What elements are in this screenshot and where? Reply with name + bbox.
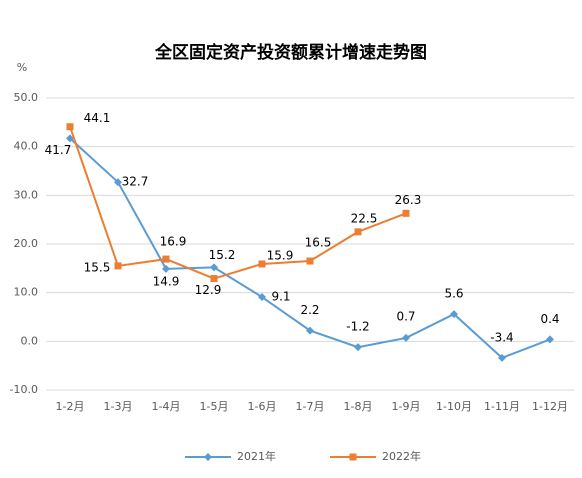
y-tick-label: 30.0 (14, 188, 39, 201)
data-label: 32.7 (122, 175, 149, 189)
marker (114, 262, 122, 270)
data-label: 26.3 (395, 193, 422, 207)
marker (402, 209, 410, 217)
marker (66, 123, 74, 131)
data-label: 5.6 (444, 287, 463, 301)
marker (349, 453, 357, 461)
legend-label: 2021年 (237, 449, 276, 463)
x-tick-label: 1-6月 (248, 400, 277, 413)
y-tick-label: 50.0 (14, 91, 39, 104)
legend-label: 2022年 (382, 449, 421, 463)
data-label: 14.9 (153, 274, 180, 288)
x-tick-label: 1-8月 (344, 400, 373, 413)
marker (546, 335, 554, 344)
marker (162, 255, 170, 263)
data-label: 16.9 (160, 235, 187, 249)
data-label: -3.4 (490, 330, 513, 344)
data-label: 9.1 (271, 290, 290, 304)
marker (210, 263, 218, 272)
data-label: 0.4 (540, 312, 559, 326)
y-tick-label: 40.0 (14, 140, 39, 153)
x-tick-label: 1-12月 (532, 400, 568, 413)
y-tick-label: 0.0 (21, 334, 39, 347)
y-tick-label: 10.0 (14, 286, 39, 299)
x-tick-label: 1-3月 (104, 400, 133, 413)
marker (114, 178, 122, 187)
marker (354, 343, 362, 352)
marker (210, 275, 218, 283)
marker (306, 257, 314, 265)
x-tick-label: 1-4月 (152, 400, 181, 413)
data-label: 0.7 (396, 309, 415, 323)
marker (258, 260, 266, 268)
x-tick-label: 1-2月 (56, 400, 85, 413)
data-label: 2.2 (300, 303, 319, 317)
marker (306, 326, 314, 335)
y-tick-label: -10.0 (10, 383, 38, 396)
data-label: 16.5 (305, 236, 332, 250)
x-tick-label: 1-7月 (296, 400, 325, 413)
data-label: 44.1 (84, 111, 111, 125)
data-label: 22.5 (351, 211, 378, 225)
y-unit: % (17, 61, 27, 74)
series-line (69, 126, 407, 280)
data-label: 41.7 (45, 143, 72, 157)
marker (258, 293, 266, 302)
data-label: 15.5 (84, 260, 111, 274)
data-label: 15.2 (209, 248, 236, 262)
marker (66, 134, 74, 143)
x-tick-label: 1-11月 (484, 400, 520, 413)
marker (498, 353, 506, 362)
marker (450, 310, 458, 319)
data-label: -1.2 (346, 320, 369, 334)
x-tick-label: 1-10月 (436, 400, 472, 413)
marker (354, 228, 362, 236)
marker (204, 453, 212, 461)
marker (162, 264, 170, 273)
x-tick-label: 1-9月 (392, 400, 421, 413)
chart-title: 全区固定资产投资额累计增速走势图 (154, 42, 427, 63)
x-tick-label: 1-5月 (200, 400, 229, 413)
marker (402, 333, 410, 342)
data-label: 12.9 (195, 283, 222, 297)
data-label: 15.9 (267, 248, 294, 262)
y-tick-label: 20.0 (14, 237, 39, 250)
